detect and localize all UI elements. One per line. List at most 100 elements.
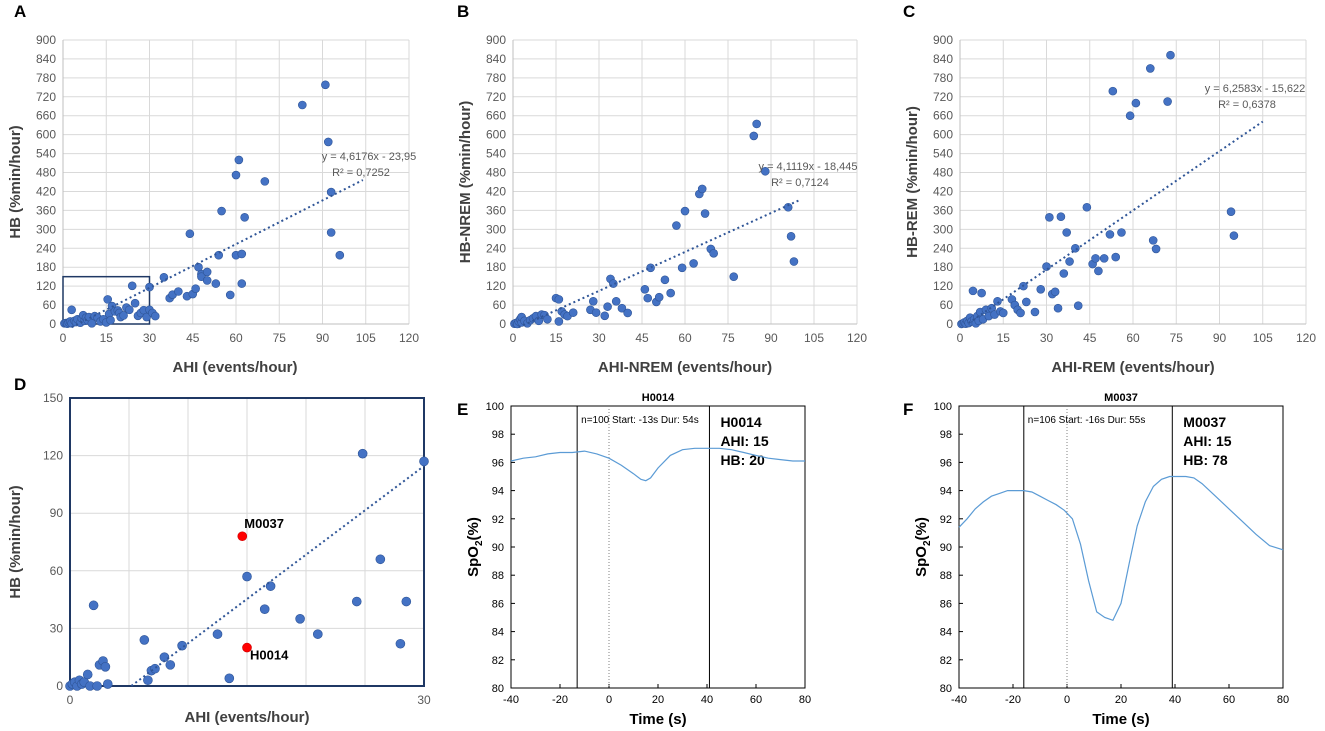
data-point [357, 448, 368, 459]
data-point [103, 295, 112, 304]
x-tick-label: 30 [592, 331, 606, 345]
data-point [150, 311, 160, 321]
data-point [211, 279, 221, 288]
y-axis-label-suffix: (%) [913, 517, 930, 540]
x-tick-label: 120 [399, 331, 419, 345]
trace-title: M0037 [1104, 392, 1138, 404]
y-tick-label: 98 [940, 429, 952, 441]
data-point [335, 250, 345, 260]
y-tick-label: 90 [940, 542, 952, 554]
data-point [700, 209, 710, 218]
data-point [1030, 307, 1040, 317]
y-tick-label: 360 [933, 203, 953, 217]
panel-e: E 80 82 84 86 88 90 92 94 96 98 100 -40 -20 0 20 40 60 80 T… [457, 392, 811, 728]
y-tick-label: 240 [933, 241, 953, 255]
data-point [654, 292, 664, 302]
y-tick-label: 300 [486, 222, 506, 236]
data-point [87, 319, 97, 328]
y-axis-label: HB-NREM (%min/hour) [457, 101, 474, 263]
data-point [568, 308, 578, 317]
x-tick-label: 105 [356, 331, 376, 345]
y-tick-label: 600 [933, 128, 953, 142]
info-line: AHI: 15 [720, 433, 768, 449]
y-tick-label: 0 [946, 317, 953, 331]
data-point [1050, 287, 1060, 297]
data-point [102, 679, 113, 689]
x-axis-label: AHI (events/hour) [172, 359, 297, 376]
data-point [789, 257, 799, 266]
data-point [1125, 111, 1135, 121]
panel-b: B060120180240300360420480540600660720780… [457, 2, 867, 376]
data-point [600, 311, 610, 321]
y-tick-label: 360 [486, 203, 506, 217]
trendline [71, 179, 364, 329]
data-point [260, 177, 270, 186]
data-point [326, 187, 336, 197]
r-squared: R² = 0,7252 [332, 167, 390, 179]
data-point [752, 119, 761, 129]
data-point [680, 206, 690, 216]
data-point [1151, 244, 1161, 254]
y-tick-label: 900 [486, 33, 506, 47]
y-tick-label: 540 [933, 147, 953, 161]
x-tick-label: -20 [552, 694, 568, 706]
y-tick-label: 540 [486, 147, 506, 161]
data-point [1082, 202, 1092, 212]
data-point [1166, 50, 1175, 60]
data-point [1229, 231, 1239, 240]
data-point [1073, 301, 1083, 310]
data-point [240, 213, 249, 222]
y-tick-label: 90 [50, 506, 64, 520]
trend-equation: y = 6,2583x - 15,622 [1205, 83, 1306, 95]
x-tick-label: 0 [67, 693, 74, 707]
x-tick-label: 30 [1040, 331, 1054, 345]
y-tick-label: 900 [933, 33, 953, 47]
data-point [67, 305, 76, 315]
y-tick-label: 480 [36, 166, 56, 180]
data-point [1022, 297, 1031, 307]
x-tick-label: 90 [1213, 331, 1227, 345]
event-annotation: n=100 Start: -13s Dur: 54s [581, 415, 699, 426]
panel-letter-f: F [903, 400, 913, 419]
data-point [139, 635, 150, 645]
x-tick-label: 60 [1126, 331, 1140, 345]
data-point [145, 282, 154, 292]
data-point [1091, 254, 1100, 263]
panel-letter-b: B [457, 2, 469, 21]
x-tick-label: 105 [1253, 331, 1273, 345]
y-axis-label: HB (%min/hour) [7, 485, 24, 598]
y-tick-label: 84 [940, 627, 952, 639]
data-point [401, 596, 412, 607]
data-point [351, 596, 362, 607]
x-tick-label: 40 [701, 694, 713, 706]
data-point [646, 263, 655, 273]
x-tick-label: 30 [143, 331, 157, 345]
data-point [165, 660, 176, 670]
panel-letter-c: C [903, 2, 915, 21]
data-point [125, 305, 134, 315]
x-tick-label: -40 [503, 694, 519, 706]
x-tick-label: 60 [1223, 694, 1235, 706]
y-tick-label: 120 [43, 449, 63, 463]
x-tick-label: 15 [100, 331, 114, 345]
x-axis-label: AHI-REM (events/hour) [1051, 359, 1214, 376]
data-point [611, 296, 621, 306]
y-tick-label: 780 [486, 71, 506, 85]
x-tick-label: 120 [1296, 331, 1316, 345]
y-axis-label: SpO2(%) [465, 517, 485, 577]
y-axis-label: HB-REM (%min/hour) [904, 106, 921, 258]
data-point [225, 290, 235, 300]
y-tick-label: 840 [36, 52, 56, 66]
data-point [224, 673, 235, 684]
y-tick-label: 94 [492, 486, 504, 498]
y-tick-label: 82 [492, 655, 504, 667]
data-point [1131, 98, 1141, 108]
data-point [298, 100, 307, 110]
data-point [142, 312, 151, 322]
x-tick-label: 45 [1083, 331, 1097, 345]
y-tick-label: 94 [940, 486, 952, 498]
plot-frame [958, 405, 1284, 689]
data-point [1053, 303, 1063, 313]
data-point [1065, 257, 1074, 266]
x-tick-label: 40 [1169, 694, 1181, 706]
